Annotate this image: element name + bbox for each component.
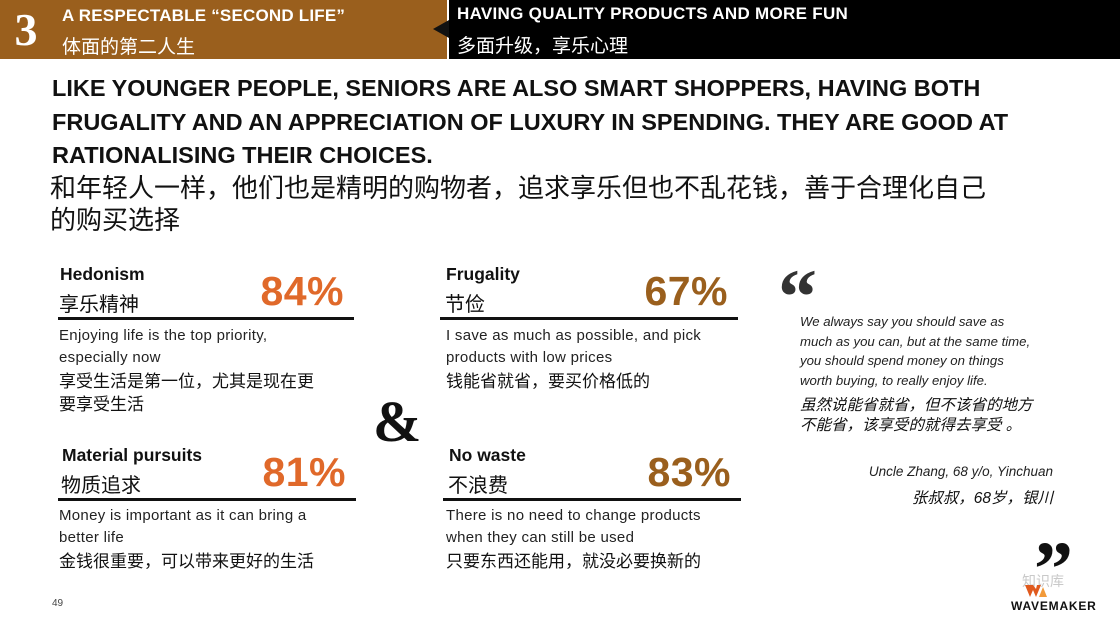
stat-percent: 84%: [260, 268, 344, 314]
stat-percent: 81%: [262, 449, 346, 495]
header-right-title-zh: 多面升级，享乐心理: [457, 36, 629, 57]
header-left-title-en: A RESPECTABLE “SECOND LIFE”: [62, 6, 346, 25]
stat-desc-en-line: I save as much as possible, and pick: [446, 327, 702, 344]
stat-label-zh: 不浪费: [448, 475, 508, 497]
header-right-panel: HAVING QUALITY PRODUCTS AND MORE FUN 多面升…: [449, 0, 1120, 59]
ampersand-symbol: &: [373, 389, 422, 454]
stat-desc-en: Enjoying life is the top priority, espec…: [59, 325, 359, 369]
stat-percent: 67%: [644, 268, 728, 314]
stat-label-en: No waste: [449, 445, 526, 465]
section-number: 3: [0, 0, 52, 59]
stat-desc-en-line: better life: [59, 529, 124, 546]
stat-desc-en-line: when they can still be used: [446, 529, 635, 546]
headline-zh-line: 的购买选择: [50, 205, 181, 235]
headline-zh: 和年轻人一样，他们也是精明的购物者，追求享乐但也不乱花钱，善于合理化自己 的购买…: [50, 172, 1090, 236]
stat-desc-zh: 钱能省就省，要买价格低的: [446, 370, 746, 393]
stat-desc-en: Money is important as it can bring a bet…: [59, 505, 359, 549]
stat-label-en: Hedonism: [60, 264, 145, 284]
stat-label-en: Frugality: [446, 264, 520, 284]
stat-desc-zh: 只要东西还能用，就没必要换新的: [446, 550, 746, 573]
header-right-title-en: HAVING QUALITY PRODUCTS AND MORE FUN: [457, 4, 849, 23]
quote-attribution-en: Uncle Zhang, 68 y/o, Yinchuan: [868, 464, 1053, 479]
stat-label-zh: 物质追求: [61, 475, 141, 497]
stat-desc-en-line: There is no need to change products: [446, 507, 701, 524]
stat-divider: [440, 317, 738, 320]
brand-logo-text: WAVEMAKER: [1011, 599, 1097, 613]
stat-label-zh: 享乐精神: [59, 294, 139, 316]
stat-desc-zh: 享受生活是第一位，尤其是现在更 要享受生活: [59, 370, 359, 416]
stat-desc-zh: 金钱很重要，可以带来更好的生活: [59, 550, 359, 573]
headline-en-line: RATIONALISING THEIR CHOICES.: [52, 142, 433, 168]
header-arrow-icon: [433, 20, 449, 38]
stat-desc-zh-line: 要享受生活: [59, 395, 144, 414]
stat-desc-en: There is no need to change products when…: [446, 505, 746, 549]
stat-desc-en-line: Money is important as it can bring a: [59, 507, 307, 524]
stat-divider: [58, 317, 354, 320]
stat-desc-en-line: products with low prices: [446, 349, 613, 366]
quote-text-en: We always say you should save as much as…: [800, 312, 1065, 390]
quote-line-en: you should spend money on things: [800, 353, 1004, 368]
stat-divider: [443, 498, 741, 501]
stat-desc-zh-line: 只要东西还能用，就没必要换新的: [446, 552, 701, 571]
stat-desc-en-line: Enjoying life is the top priority,: [59, 327, 268, 344]
stat-divider: [58, 498, 356, 501]
quote-text-zh: 虽然说能省就省，但不该省的地方 不能省，该享受的就得去享受 。: [800, 396, 1065, 436]
stat-desc-zh-line: 钱能省就省，要买价格低的: [446, 372, 650, 391]
quote-line-en: much as you can, but at the same time,: [800, 333, 1031, 349]
page-number: 49: [52, 598, 64, 609]
headline-en-line: FRUGALITY AND AN APPRECIATION OF LUXURY …: [52, 108, 1009, 135]
headline-en: LIKE YOUNGER PEOPLE, SENIORS ARE ALSO SM…: [52, 72, 1092, 173]
open-quote-icon: “: [778, 253, 817, 340]
quote-line-en: We always say you should save as: [800, 314, 1005, 329]
stat-desc-en: I save as much as possible, and pick pro…: [446, 325, 746, 369]
quote-line-zh: 虽然说能省就省，但不该省的地方: [800, 397, 1033, 414]
header-left-panel: A RESPECTABLE “SECOND LIFE” 体面的第二人生: [52, 0, 447, 59]
stat-desc-en-line: especially now: [59, 349, 161, 366]
stat-label-zh: 节俭: [445, 294, 485, 316]
stat-desc-zh-line: 享受生活是第一位，尤其是现在更: [59, 372, 314, 391]
stat-label-en: Material pursuits: [62, 445, 203, 465]
wavemaker-logo-icon: [1025, 585, 1047, 597]
stat-desc-zh-line: 金钱很重要，可以带来更好的生活: [59, 552, 314, 571]
header-left-title-zh: 体面的第二人生: [62, 37, 196, 58]
quote-attribution-zh: 张叔叔，68岁，银川: [911, 490, 1053, 507]
headline-zh-line: 和年轻人一样，他们也是精明的购物者，追求享乐但也不乱花钱，善于合理化自己: [50, 173, 987, 203]
stat-percent: 83%: [647, 449, 731, 495]
quote-line-zh: 不能省，该享受的就得去享受 。: [800, 417, 1022, 434]
headline-en-line: LIKE YOUNGER PEOPLE, SENIORS ARE ALSO SM…: [52, 75, 981, 101]
quote-line-en: worth buying, to really enjoy life.: [800, 372, 988, 388]
